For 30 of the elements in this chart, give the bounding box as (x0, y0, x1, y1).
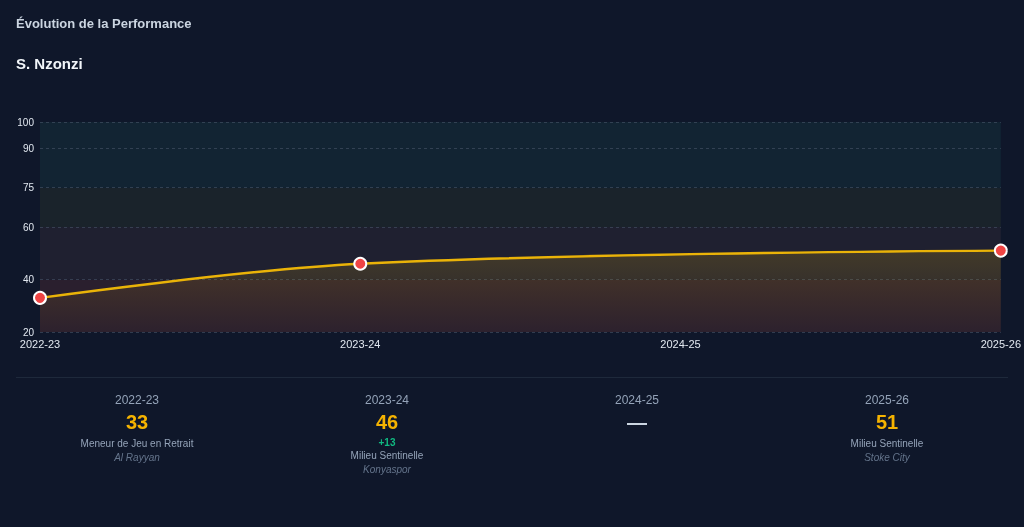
y-tick-label: 75 (22, 182, 35, 194)
point (33, 290, 47, 305)
data-label: 46 (374, 411, 400, 435)
y-tick-label: 100 (17, 116, 35, 128)
x-tick-label: 2023-24 (340, 337, 381, 350)
data-label: 33 (124, 411, 150, 435)
text: Milieu Sentinelle (349, 449, 425, 463)
category-label: 2023-24 (364, 393, 410, 407)
x-tick-label: 2022-23 (19, 337, 61, 350)
text: Al Rayyan (113, 451, 161, 465)
text: Stoke City (863, 451, 911, 465)
x-tick-label: 2024-25 (660, 337, 701, 350)
text: Konyaspor (362, 463, 412, 477)
point (353, 256, 368, 271)
text: — (627, 411, 647, 433)
y-tick-label: 40 (22, 274, 35, 285)
text: Meneur de Jeu en Retrait (79, 437, 195, 451)
y-tick-label: 20 (22, 326, 35, 338)
y-tick-label: 60 (22, 221, 35, 233)
point (993, 243, 1008, 258)
x-tick-label: 2025-26 (980, 337, 1021, 350)
chart-title: Évolution de la Performance (16, 16, 192, 31)
y-tick-label: 90 (22, 142, 35, 154)
category-label: 2022-23 (114, 393, 160, 407)
text: Milieu Sentinelle (849, 437, 925, 451)
text: +13 (377, 437, 397, 449)
category-label: 2025-26 (864, 393, 910, 407)
category-label: 2024-25 (614, 393, 660, 407)
data-label: 51 (874, 411, 900, 435)
chart-subtitle: S. Nzonzi (16, 55, 83, 72)
